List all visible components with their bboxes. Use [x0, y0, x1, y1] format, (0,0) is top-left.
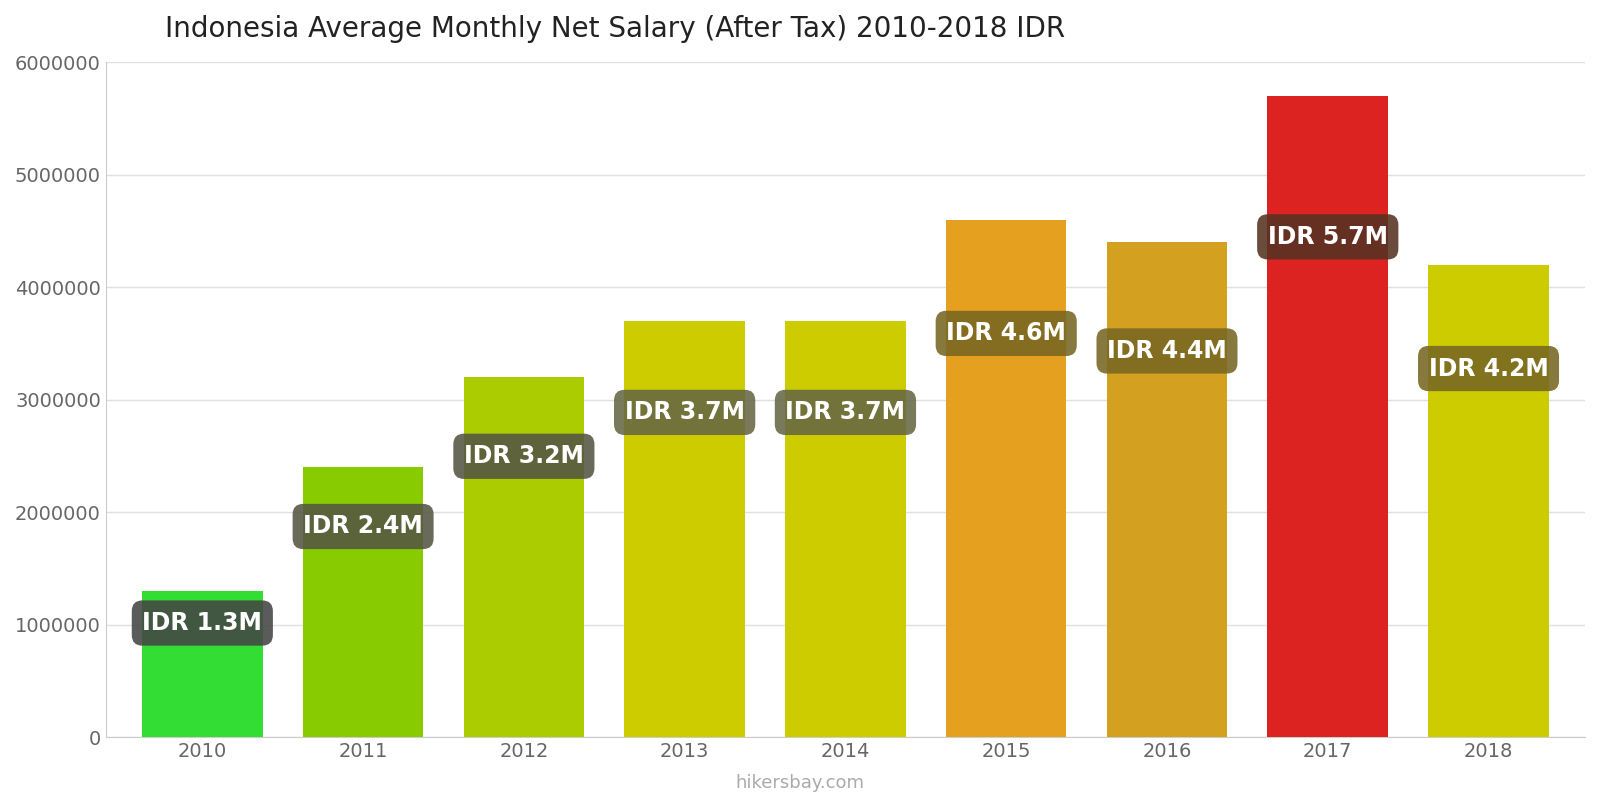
Bar [1107, 242, 1227, 737]
Bar [624, 321, 746, 737]
Bar [786, 321, 906, 737]
Text: IDR 1.3M: IDR 1.3M [142, 611, 262, 635]
Bar [464, 377, 584, 737]
Text: hikersbay.com: hikersbay.com [736, 774, 864, 792]
Bar [1429, 265, 1549, 737]
Bar [302, 467, 424, 737]
Text: IDR 5.7M: IDR 5.7M [1267, 225, 1387, 249]
Text: IDR 4.2M: IDR 4.2M [1429, 357, 1549, 381]
Text: IDR 4.4M: IDR 4.4M [1107, 339, 1227, 363]
Bar [1267, 96, 1389, 737]
Bar [142, 591, 262, 737]
Text: IDR 3.7M: IDR 3.7M [786, 400, 906, 424]
Text: IDR 2.4M: IDR 2.4M [304, 514, 422, 538]
Text: Indonesia Average Monthly Net Salary (After Tax) 2010-2018 IDR: Indonesia Average Monthly Net Salary (Af… [165, 15, 1066, 43]
Bar [946, 219, 1067, 737]
Text: IDR 4.6M: IDR 4.6M [946, 322, 1066, 346]
Text: IDR 3.2M: IDR 3.2M [464, 444, 584, 468]
Text: IDR 3.7M: IDR 3.7M [624, 400, 744, 424]
